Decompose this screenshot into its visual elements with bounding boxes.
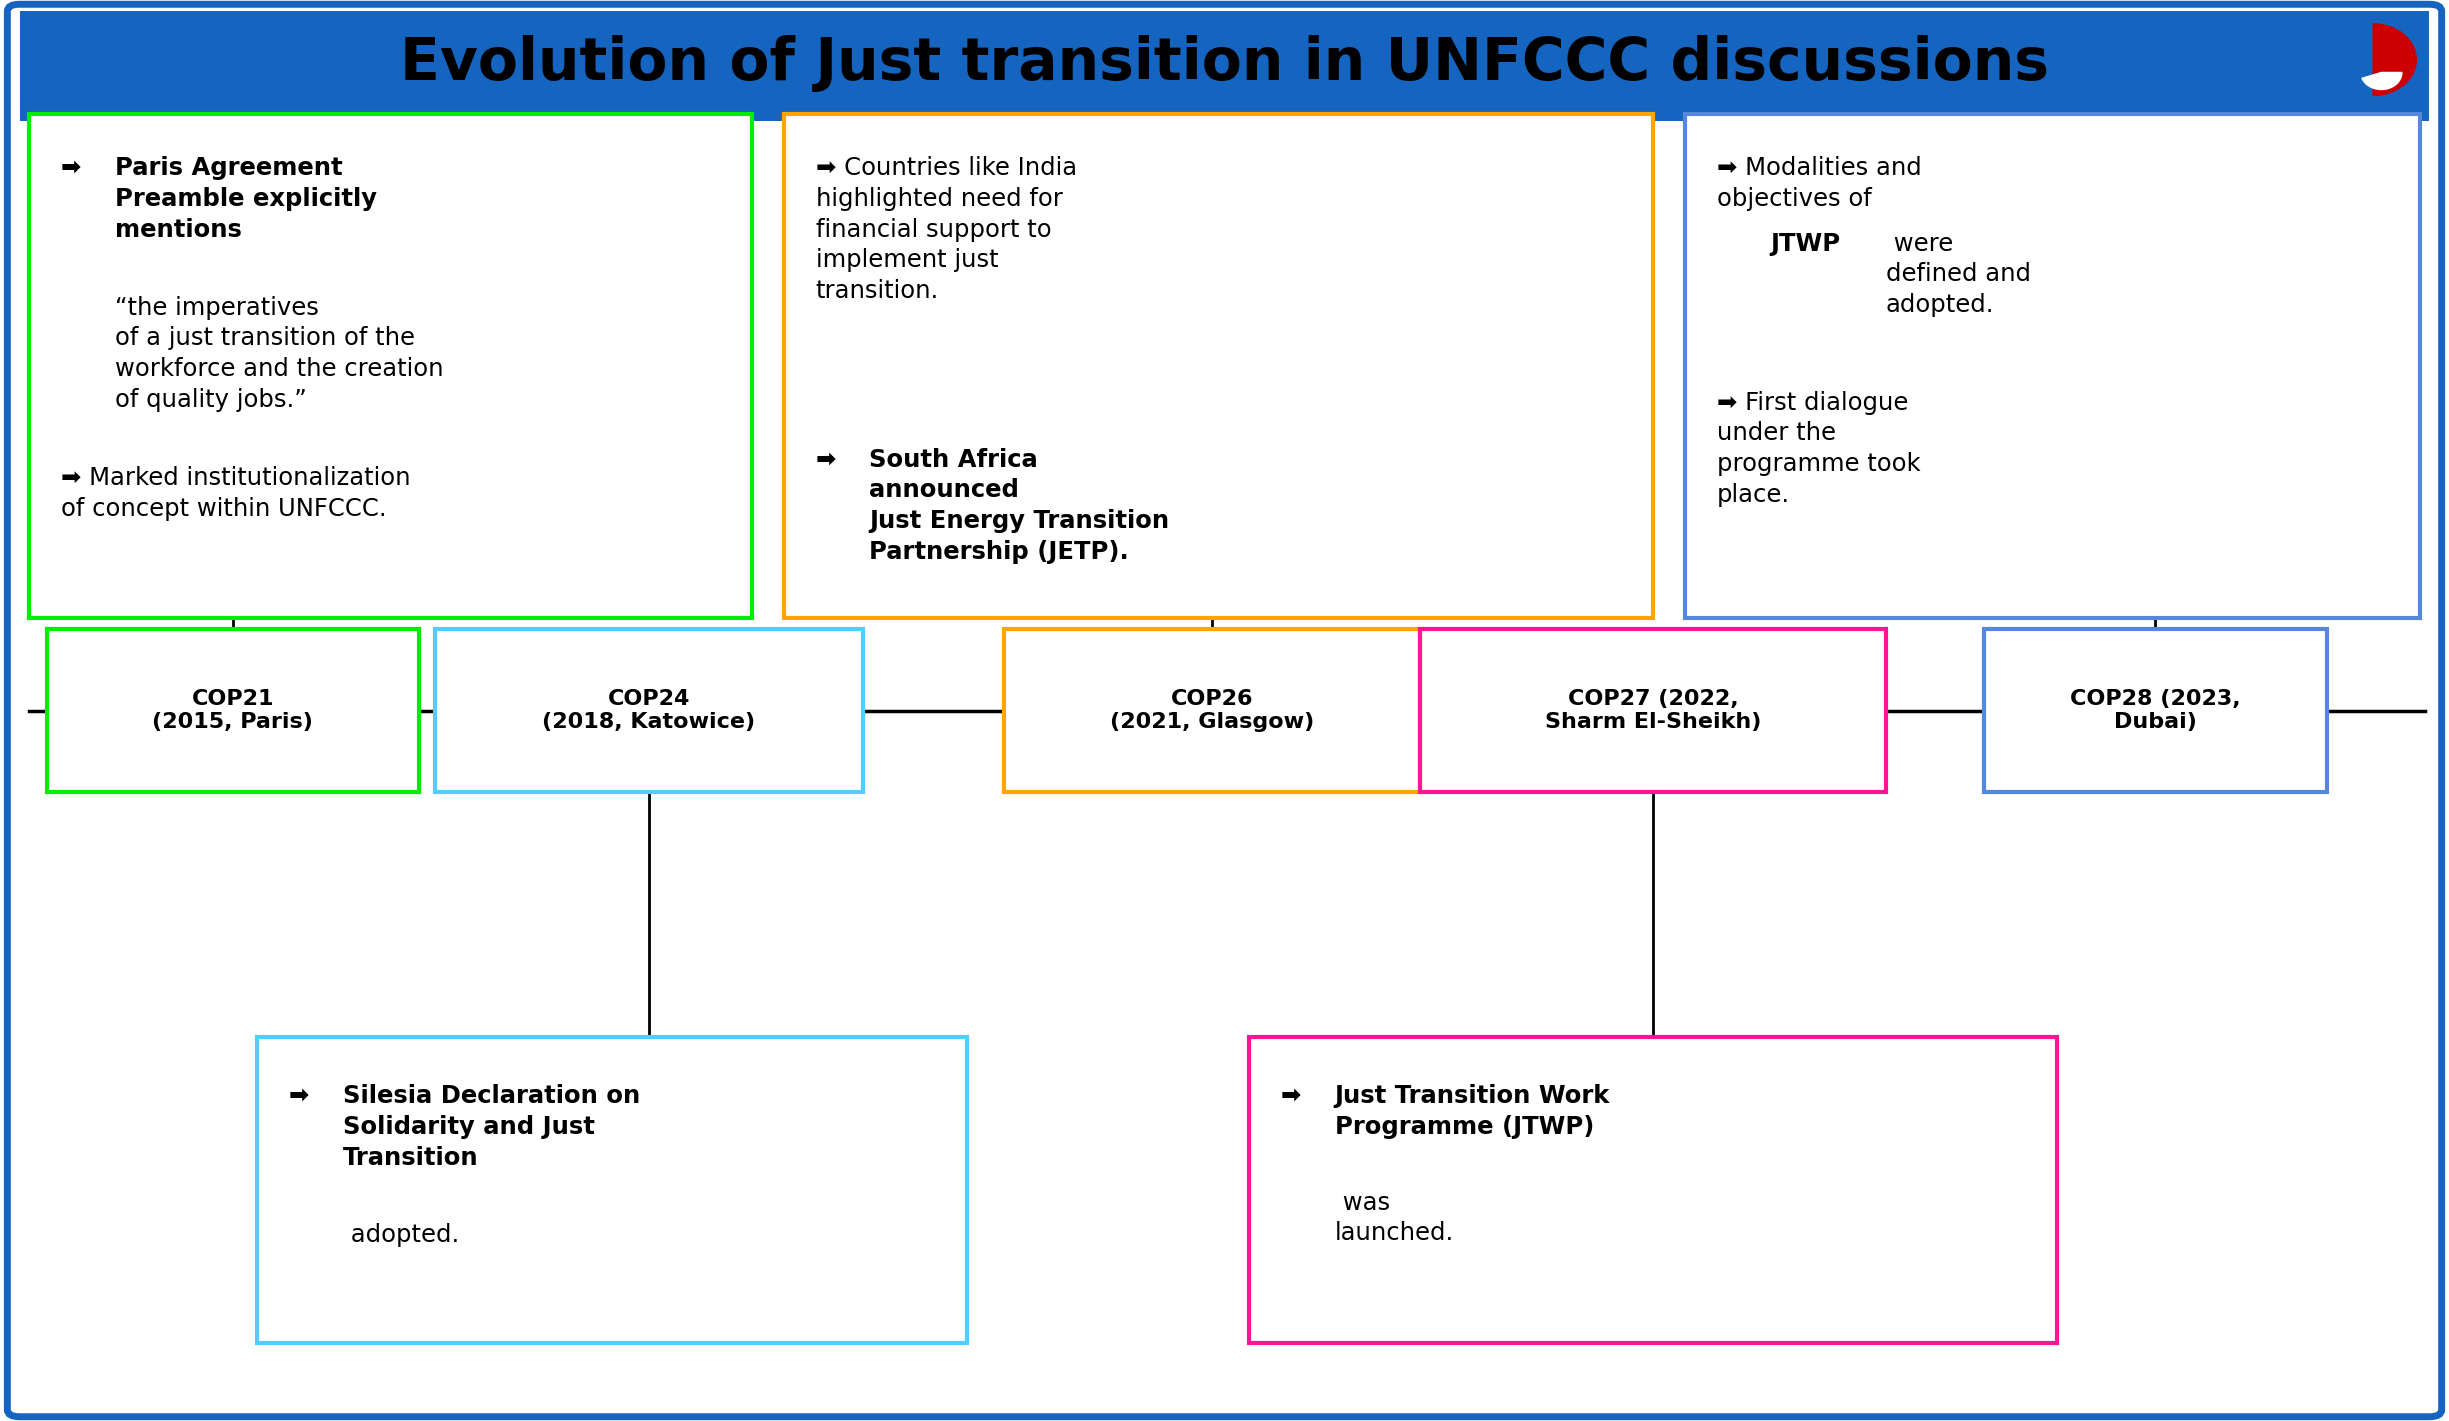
- FancyBboxPatch shape: [436, 628, 864, 793]
- Text: COP24
(2018, Katowice): COP24 (2018, Katowice): [541, 689, 757, 732]
- Text: COP26
(2021, Glasgow): COP26 (2021, Glasgow): [1109, 689, 1315, 732]
- FancyBboxPatch shape: [1420, 628, 1886, 793]
- FancyBboxPatch shape: [784, 114, 1653, 618]
- Text: ➡: ➡: [816, 448, 845, 472]
- Text: ➡ Modalities and
objectives of: ➡ Modalities and objectives of: [1717, 156, 1922, 210]
- Wedge shape: [2373, 24, 2417, 95]
- Text: COP27 (2022,
Sharm El-Sheikh): COP27 (2022, Sharm El-Sheikh): [1545, 689, 1761, 732]
- Text: ➡ Marked institutionalization
of concept within UNFCCC.: ➡ Marked institutionalization of concept…: [61, 466, 411, 520]
- Text: ➡ First dialogue
under the
programme took
place.: ➡ First dialogue under the programme too…: [1717, 391, 1920, 507]
- FancyBboxPatch shape: [1685, 114, 2420, 618]
- Text: were
defined and
adopted.: were defined and adopted.: [1886, 232, 2030, 317]
- FancyBboxPatch shape: [20, 11, 2429, 121]
- Text: ➡ Countries like India
highlighted need for
financial support to
implement just
: ➡ Countries like India highlighted need …: [816, 156, 1078, 303]
- Text: Evolution of Just transition in UNFCCC discussions: Evolution of Just transition in UNFCCC d…: [399, 36, 2050, 92]
- FancyBboxPatch shape: [29, 114, 752, 618]
- Text: JTWP: JTWP: [1771, 232, 1842, 256]
- Text: COP28 (2023,
Dubai): COP28 (2023, Dubai): [2069, 689, 2241, 732]
- FancyBboxPatch shape: [1004, 628, 1420, 793]
- FancyBboxPatch shape: [7, 4, 2442, 1417]
- FancyBboxPatch shape: [1249, 1037, 2057, 1343]
- Text: Paris Agreement
Preamble explicitly
mentions: Paris Agreement Preamble explicitly ment…: [115, 156, 377, 242]
- FancyBboxPatch shape: [257, 1037, 967, 1343]
- Text: Just Transition Work
Programme (JTWP): Just Transition Work Programme (JTWP): [1335, 1084, 1609, 1138]
- Text: Silesia Declaration on
Solidarity and Just
Transition: Silesia Declaration on Solidarity and Ju…: [343, 1084, 639, 1169]
- Wedge shape: [2361, 72, 2402, 90]
- Text: “the imperatives
of a just transition of the
workforce and the creation
of quali: “the imperatives of a just transition of…: [115, 296, 443, 412]
- Text: ➡: ➡: [61, 156, 91, 180]
- Text: ➡: ➡: [289, 1084, 318, 1108]
- Text: adopted.: adopted.: [343, 1223, 458, 1248]
- Text: South Africa
announced
Just Energy Transition
Partnership (JETP).: South Africa announced Just Energy Trans…: [869, 448, 1171, 564]
- FancyBboxPatch shape: [47, 628, 419, 793]
- FancyBboxPatch shape: [1984, 628, 2327, 793]
- Text: was
launched.: was launched.: [1335, 1191, 1455, 1245]
- Wedge shape: [2329, 24, 2373, 95]
- Text: COP21
(2015, Paris): COP21 (2015, Paris): [152, 689, 313, 732]
- Text: ➡: ➡: [1281, 1084, 1310, 1108]
